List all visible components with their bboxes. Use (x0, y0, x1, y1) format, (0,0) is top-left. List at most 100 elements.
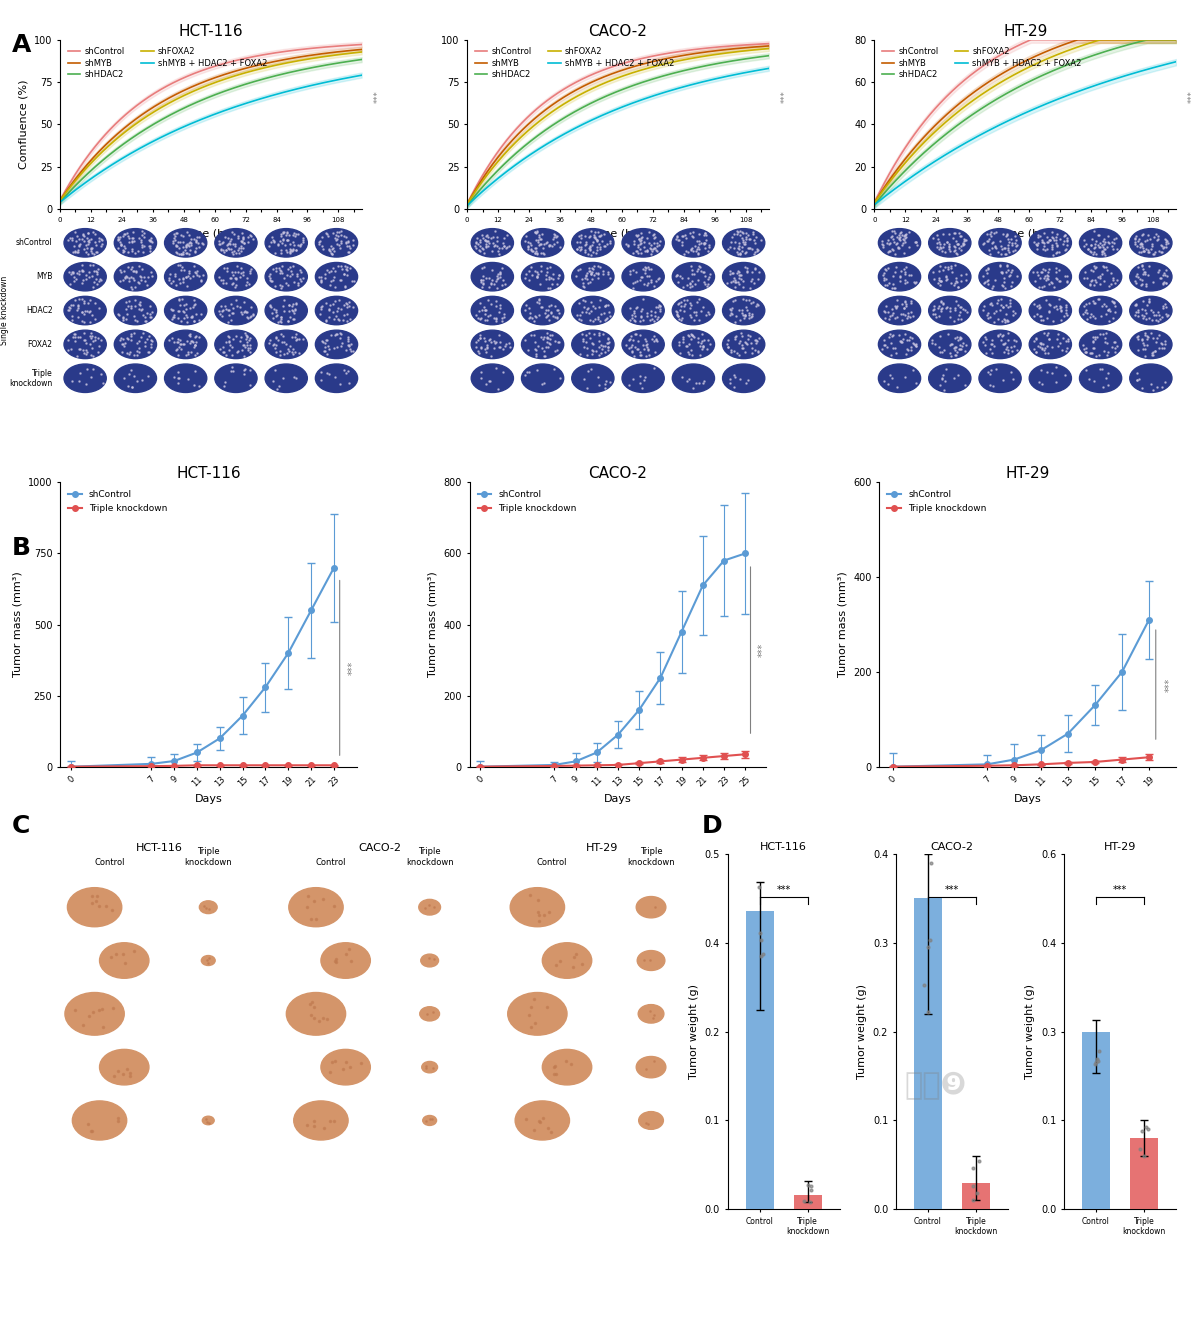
shControl (1048, 32, 1062, 48)
Y-axis label: Tumor weight (g): Tumor weight (g) (857, 984, 868, 1079)
shFOXA2 (1045, 49, 1060, 65)
Y-axis label: Tumor weight (g): Tumor weight (g) (1026, 984, 1036, 1079)
Circle shape (1080, 297, 1122, 324)
shMYB + HDAC2 + FOXA2 (460, 197, 474, 213)
Circle shape (929, 262, 971, 291)
Line: shMYB: shMYB (467, 46, 769, 204)
shMYB + HDAC2 + FOXA2 (326, 73, 341, 89)
Circle shape (1030, 364, 1072, 392)
shMYB + HDAC2 + FOXA2 (1169, 54, 1183, 70)
Y-axis label: Tumor mass (mm³): Tumor mass (mm³) (428, 572, 438, 678)
Circle shape (114, 297, 156, 324)
shMYB (232, 62, 246, 78)
shControl (54, 191, 68, 207)
Circle shape (164, 262, 206, 291)
Line: shMYB + HDAC2 + FOXA2: shMYB + HDAC2 + FOXA2 (875, 62, 1176, 205)
shControl (714, 38, 728, 54)
Line: shMYB: shMYB (875, 40, 1176, 203)
shFOXA2 (1122, 32, 1136, 48)
shHDAC2 (1141, 32, 1156, 48)
Circle shape (320, 943, 371, 978)
Circle shape (722, 297, 764, 324)
X-axis label: Days: Days (1014, 794, 1042, 804)
Line: shHDAC2: shHDAC2 (875, 40, 1176, 205)
shMYB + HDAC2 + FOXA2 (1045, 93, 1060, 109)
shMYB + HDAC2 + FOXA2 (644, 89, 659, 105)
shHDAC2 (733, 52, 748, 68)
shControl (733, 37, 748, 53)
Circle shape (316, 364, 358, 392)
Text: Triple
knockdown: Triple knockdown (10, 368, 53, 388)
Circle shape (515, 1102, 570, 1140)
shControl (354, 37, 368, 53)
shMYB (638, 56, 653, 71)
shFOXA2 (1094, 32, 1109, 48)
shMYB (54, 191, 68, 207)
shControl (1141, 32, 1156, 48)
Circle shape (64, 262, 107, 291)
shHDAC2 (460, 197, 474, 213)
Circle shape (164, 330, 206, 359)
Text: Triple
knockdown: Triple knockdown (406, 847, 454, 866)
Text: Control: Control (94, 858, 125, 866)
shControl (868, 192, 882, 208)
shMYB + HDAC2 + FOXA2 (238, 95, 252, 111)
shMYB + HDAC2 + FOXA2 (54, 193, 68, 209)
Circle shape (542, 943, 592, 978)
shMYB + HDAC2 + FOXA2 (354, 68, 368, 83)
Circle shape (215, 297, 257, 324)
Title: HCT-116: HCT-116 (136, 843, 182, 853)
Circle shape (472, 297, 514, 324)
shHDAC2 (326, 56, 341, 71)
Circle shape (202, 956, 215, 965)
shMYB + HDAC2 + FOXA2 (733, 66, 748, 82)
Circle shape (979, 330, 1021, 359)
Title: CACO-2: CACO-2 (588, 466, 648, 481)
Circle shape (100, 943, 149, 978)
Line: shControl: shControl (875, 40, 1176, 203)
Circle shape (320, 1050, 371, 1084)
shHDAC2 (714, 54, 728, 70)
Circle shape (979, 229, 1021, 257)
shHDAC2 (354, 52, 368, 68)
shMYB (1051, 38, 1066, 54)
Y-axis label: Tumor mass (mm³): Tumor mass (mm³) (12, 572, 23, 678)
shMYB + HDAC2 + FOXA2 (233, 98, 247, 114)
Circle shape (1030, 229, 1072, 257)
Line: shMYB + HDAC2 + FOXA2: shMYB + HDAC2 + FOXA2 (467, 69, 769, 205)
shMYB (1046, 41, 1061, 57)
Title: CACO-2: CACO-2 (930, 842, 973, 851)
Circle shape (1129, 229, 1172, 257)
shFOXA2 (868, 195, 882, 211)
shHDAC2 (54, 193, 68, 209)
Bar (1082, 1031, 1110, 1209)
Text: 1cm: 1cm (292, 1186, 306, 1193)
Text: Triple
knockdown: Triple knockdown (628, 847, 674, 866)
shMYB (733, 40, 748, 56)
Circle shape (287, 993, 346, 1035)
Circle shape (878, 297, 920, 324)
Text: D: D (702, 814, 722, 838)
shFOXA2 (1051, 46, 1066, 62)
shFOXA2 (354, 44, 368, 60)
Legend: shControl, shMYB, shHDAC2, shFOXA2, shMYB + HDAC2 + FOXA2: shControl, shMYB, shHDAC2, shFOXA2, shMY… (878, 44, 1085, 82)
X-axis label: Days: Days (194, 794, 222, 804)
Circle shape (67, 887, 121, 927)
Circle shape (472, 262, 514, 291)
Text: FOXA2: FOXA2 (28, 340, 53, 350)
shControl (232, 52, 246, 68)
Circle shape (1030, 297, 1072, 324)
Text: Triple
knockdown: Triple knockdown (185, 847, 232, 866)
shControl (307, 40, 322, 56)
Circle shape (1129, 262, 1172, 291)
Circle shape (522, 262, 564, 291)
shMYB + HDAC2 + FOXA2 (1121, 66, 1135, 82)
Text: ***: *** (776, 884, 791, 895)
Circle shape (622, 262, 665, 291)
shControl (1122, 32, 1136, 48)
shControl (1169, 32, 1183, 48)
shHDAC2 (233, 78, 247, 94)
Circle shape (420, 1006, 439, 1021)
shMYB (307, 46, 322, 62)
shMYB + HDAC2 + FOXA2 (1046, 93, 1061, 109)
